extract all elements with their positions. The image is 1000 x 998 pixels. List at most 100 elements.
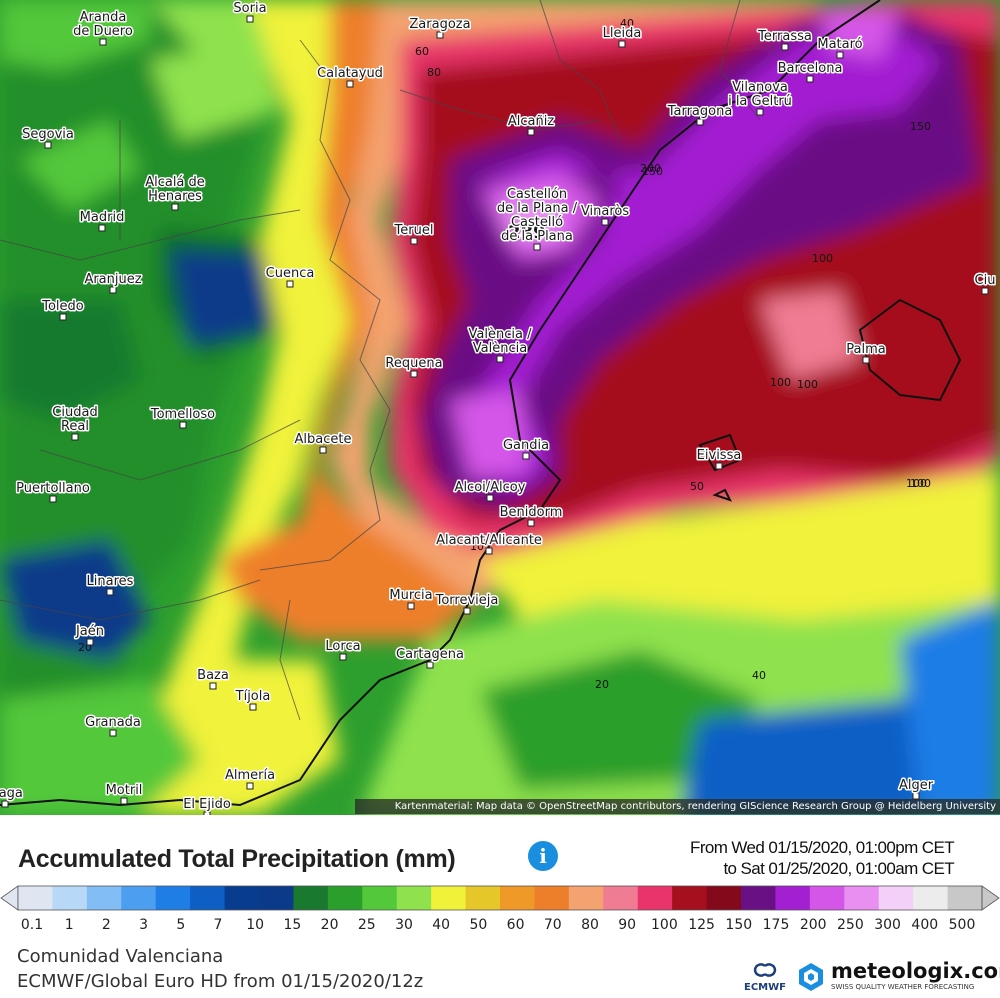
scale-swatch bbox=[259, 886, 294, 910]
city-dot bbox=[249, 703, 257, 711]
city-albacete: Albacete bbox=[293, 431, 353, 454]
city-vinaros: Vinaròs bbox=[579, 203, 631, 226]
contour-label: 100 bbox=[906, 477, 927, 490]
city-label: Madrid bbox=[80, 210, 125, 225]
scale-tick-label: 0.1 bbox=[20, 917, 44, 933]
contour-label: 60 bbox=[415, 45, 429, 58]
city-label: Calatayud bbox=[317, 66, 383, 81]
scale-swatch bbox=[431, 886, 467, 910]
city-dot bbox=[120, 797, 128, 805]
meteologix-logo[interactable]: meteologix.com SWISS QUALITY WEATHER FOR… bbox=[795, 959, 1000, 998]
city-label: Puertollano bbox=[16, 481, 90, 496]
city-dot bbox=[171, 203, 179, 211]
city-alger: Alger bbox=[897, 777, 935, 800]
scale-tick-label: 1 bbox=[64, 917, 74, 933]
city-label: Barcelona bbox=[778, 61, 843, 76]
scale-tick-label: 300 bbox=[874, 917, 901, 933]
scale-tick-label: 30 bbox=[395, 917, 413, 933]
city-label: Lorca bbox=[325, 639, 360, 654]
city-tomelloso: Tomelloso bbox=[148, 406, 217, 429]
city-dot bbox=[59, 313, 67, 321]
contour-label: 50 bbox=[690, 480, 704, 493]
city-label: Tíjola bbox=[235, 689, 271, 704]
model-run: ECMWF/Global Euro HD from 01/15/2020/12z bbox=[17, 971, 424, 992]
region-borders bbox=[0, 0, 761, 721]
forecast-period: From Wed 01/15/2020, 01:00pm CET to Sat … bbox=[690, 837, 955, 879]
city-dot bbox=[981, 287, 989, 295]
city-dot bbox=[49, 495, 57, 503]
city-dot bbox=[339, 653, 347, 661]
city-ciudad-real: Ciudad Real bbox=[51, 404, 99, 441]
city-zaragoza: Zaragoza bbox=[408, 16, 472, 39]
city-lleida: Lleida bbox=[601, 25, 643, 48]
city-dot bbox=[209, 682, 217, 690]
scale-swatch bbox=[741, 886, 776, 910]
city-benidorm: Benidorm bbox=[498, 504, 564, 527]
city-label: Aranda de Duero bbox=[73, 10, 133, 39]
city-dot bbox=[533, 243, 541, 251]
city-label: Cuenca bbox=[266, 266, 315, 281]
scale-tick-label: 60 bbox=[506, 917, 525, 933]
precipitation-field bbox=[0, 0, 1000, 815]
city-markers: Aranda de Duero Soria Zaragoza Lleida Terrass… bbox=[0, 0, 997, 815]
scale-swatch bbox=[568, 886, 604, 910]
city-label: Segovia bbox=[22, 127, 74, 142]
city-dot bbox=[1, 800, 9, 808]
city-dot bbox=[485, 547, 493, 555]
contour-label: 20 bbox=[595, 678, 609, 691]
city-label: El Ejido bbox=[183, 797, 231, 812]
meteologix-icon bbox=[799, 963, 823, 991]
city-label: Teruel bbox=[394, 223, 434, 238]
city-dot bbox=[781, 43, 789, 51]
info-icon[interactable]: i bbox=[528, 841, 558, 871]
city-alcala: Alcalá de Henares bbox=[144, 174, 206, 211]
city-label: Alcañiz bbox=[508, 114, 554, 129]
contour-label: 150 bbox=[910, 120, 931, 133]
contour-label: 200 bbox=[640, 162, 661, 175]
color-scale-bar bbox=[0, 885, 1000, 911]
city-puertollano: Puertollano bbox=[15, 480, 91, 503]
city-calatayud: Calatayud bbox=[316, 65, 384, 88]
city-dot bbox=[86, 638, 94, 646]
city-label: Benidorm bbox=[500, 505, 563, 520]
precipitation-map[interactable]: 60 80 40 100 150 100 150 100 100 10 50 100 20 40 20 200… bbox=[0, 0, 1000, 815]
city-dot bbox=[410, 370, 418, 378]
map-attribution: Kartenmaterial: Map data © OpenStreetMap… bbox=[355, 799, 1000, 814]
city-dot bbox=[836, 51, 844, 59]
city-label: Linares bbox=[87, 574, 134, 589]
city-dot bbox=[715, 462, 723, 470]
scale-arrow-right bbox=[981, 885, 1000, 911]
city-motril: Motril bbox=[104, 782, 144, 805]
brand-tagline: SWISS QUALITY WEATHER FORECASTING bbox=[831, 983, 975, 991]
city-label: Jaén bbox=[75, 624, 104, 639]
contour-label: 100 bbox=[812, 252, 833, 265]
contour-label: 40 bbox=[752, 669, 766, 682]
city-dot bbox=[806, 75, 814, 83]
city-dot bbox=[407, 602, 415, 610]
scale-tick-label: 40 bbox=[432, 917, 451, 933]
city-label: Motril bbox=[106, 783, 143, 798]
city-label: Soria bbox=[233, 1, 266, 16]
scale-tick-label: 3 bbox=[139, 917, 149, 933]
contour-label: 150 bbox=[642, 165, 663, 178]
scale-swatch bbox=[672, 886, 708, 910]
scale-swatch bbox=[878, 886, 914, 910]
city-label: Terrassa bbox=[757, 29, 812, 44]
city-cuenca: Cuenca bbox=[264, 265, 316, 288]
city-label: Lleida bbox=[603, 26, 642, 41]
scale-swatch bbox=[86, 886, 122, 910]
city-mataro: Mataró bbox=[816, 36, 864, 59]
scale-tick-label: 175 bbox=[762, 917, 790, 933]
scale-swatch bbox=[603, 886, 639, 910]
coastlines bbox=[0, 0, 962, 807]
city-segovia: Segovia bbox=[21, 126, 75, 149]
city-dot bbox=[436, 31, 444, 39]
city-murcia: Murcia bbox=[388, 587, 434, 610]
city-dot bbox=[410, 237, 418, 245]
ecmwf-logo[interactable]: ECMWF bbox=[738, 963, 792, 993]
city-label: Eivissa bbox=[697, 448, 742, 463]
scale-tick-label: 2 bbox=[101, 917, 111, 933]
city-dot bbox=[618, 40, 626, 48]
city-dot bbox=[246, 782, 254, 790]
